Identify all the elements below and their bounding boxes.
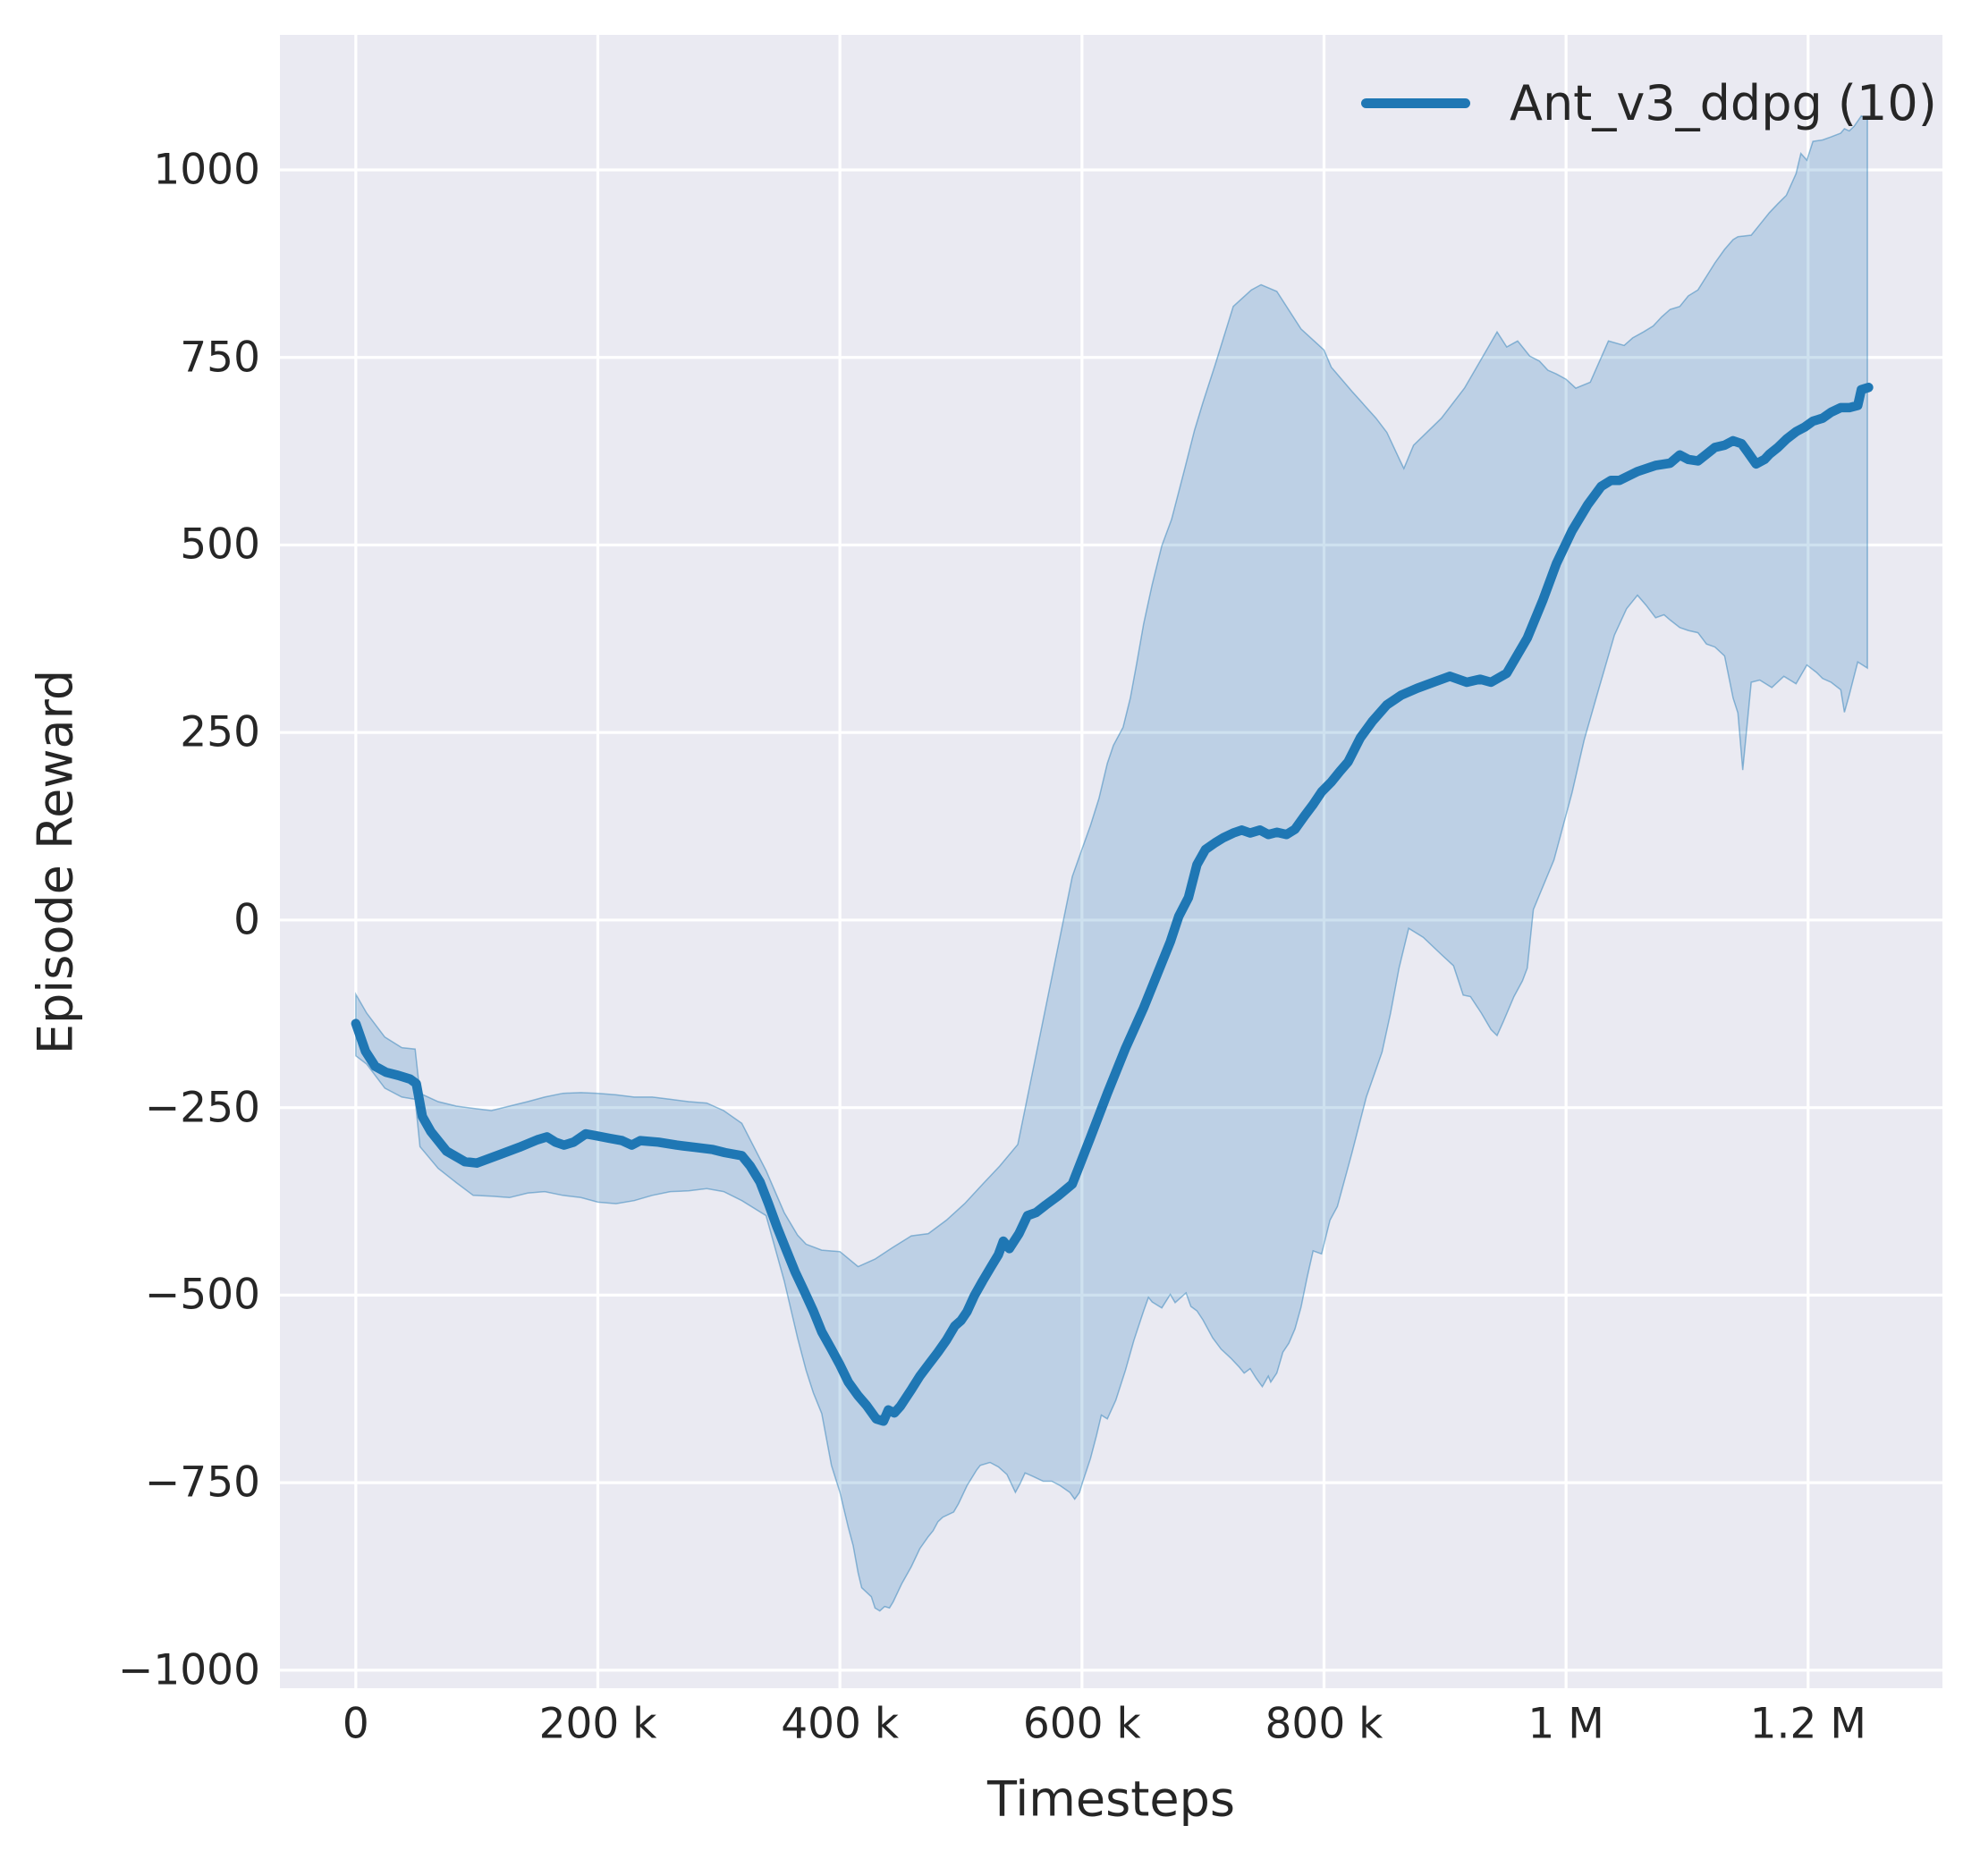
y-tick-label: 750	[180, 333, 260, 383]
plot-background	[280, 35, 1942, 1688]
x-tick-label: 0	[342, 1699, 369, 1749]
x-tick-label: 400 k	[781, 1699, 900, 1749]
y-axis-label: Episode Reward	[27, 669, 84, 1055]
mean-line	[351, 383, 1874, 1426]
x-tick-label: 200 k	[538, 1699, 657, 1749]
x-tick-label: 1 M	[1527, 1699, 1604, 1749]
x-tick-label: 1.2 M	[1749, 1699, 1866, 1749]
x-tick-label: 600 k	[1022, 1699, 1141, 1749]
x-tick-label: 800 k	[1265, 1699, 1383, 1749]
confidence-band	[355, 114, 1868, 1612]
legend-line-swatch	[1361, 98, 1470, 108]
y-tick-label: 250	[180, 707, 260, 757]
legend-label: Ant_v3_ddpg (10)	[1510, 75, 1937, 131]
y-tick-label: 500	[180, 520, 260, 570]
y-tick-label: 1000	[153, 145, 260, 195]
y-tick-label: −500	[144, 1270, 260, 1320]
y-tick-label: 0	[233, 895, 260, 945]
y-tick-label: −750	[144, 1458, 260, 1508]
y-tick-label: −1000	[118, 1645, 260, 1695]
x-axis-label: Timesteps	[986, 1770, 1236, 1828]
y-tick-label: −250	[144, 1083, 260, 1133]
legend: Ant_v3_ddpg (10)	[1361, 75, 1937, 131]
